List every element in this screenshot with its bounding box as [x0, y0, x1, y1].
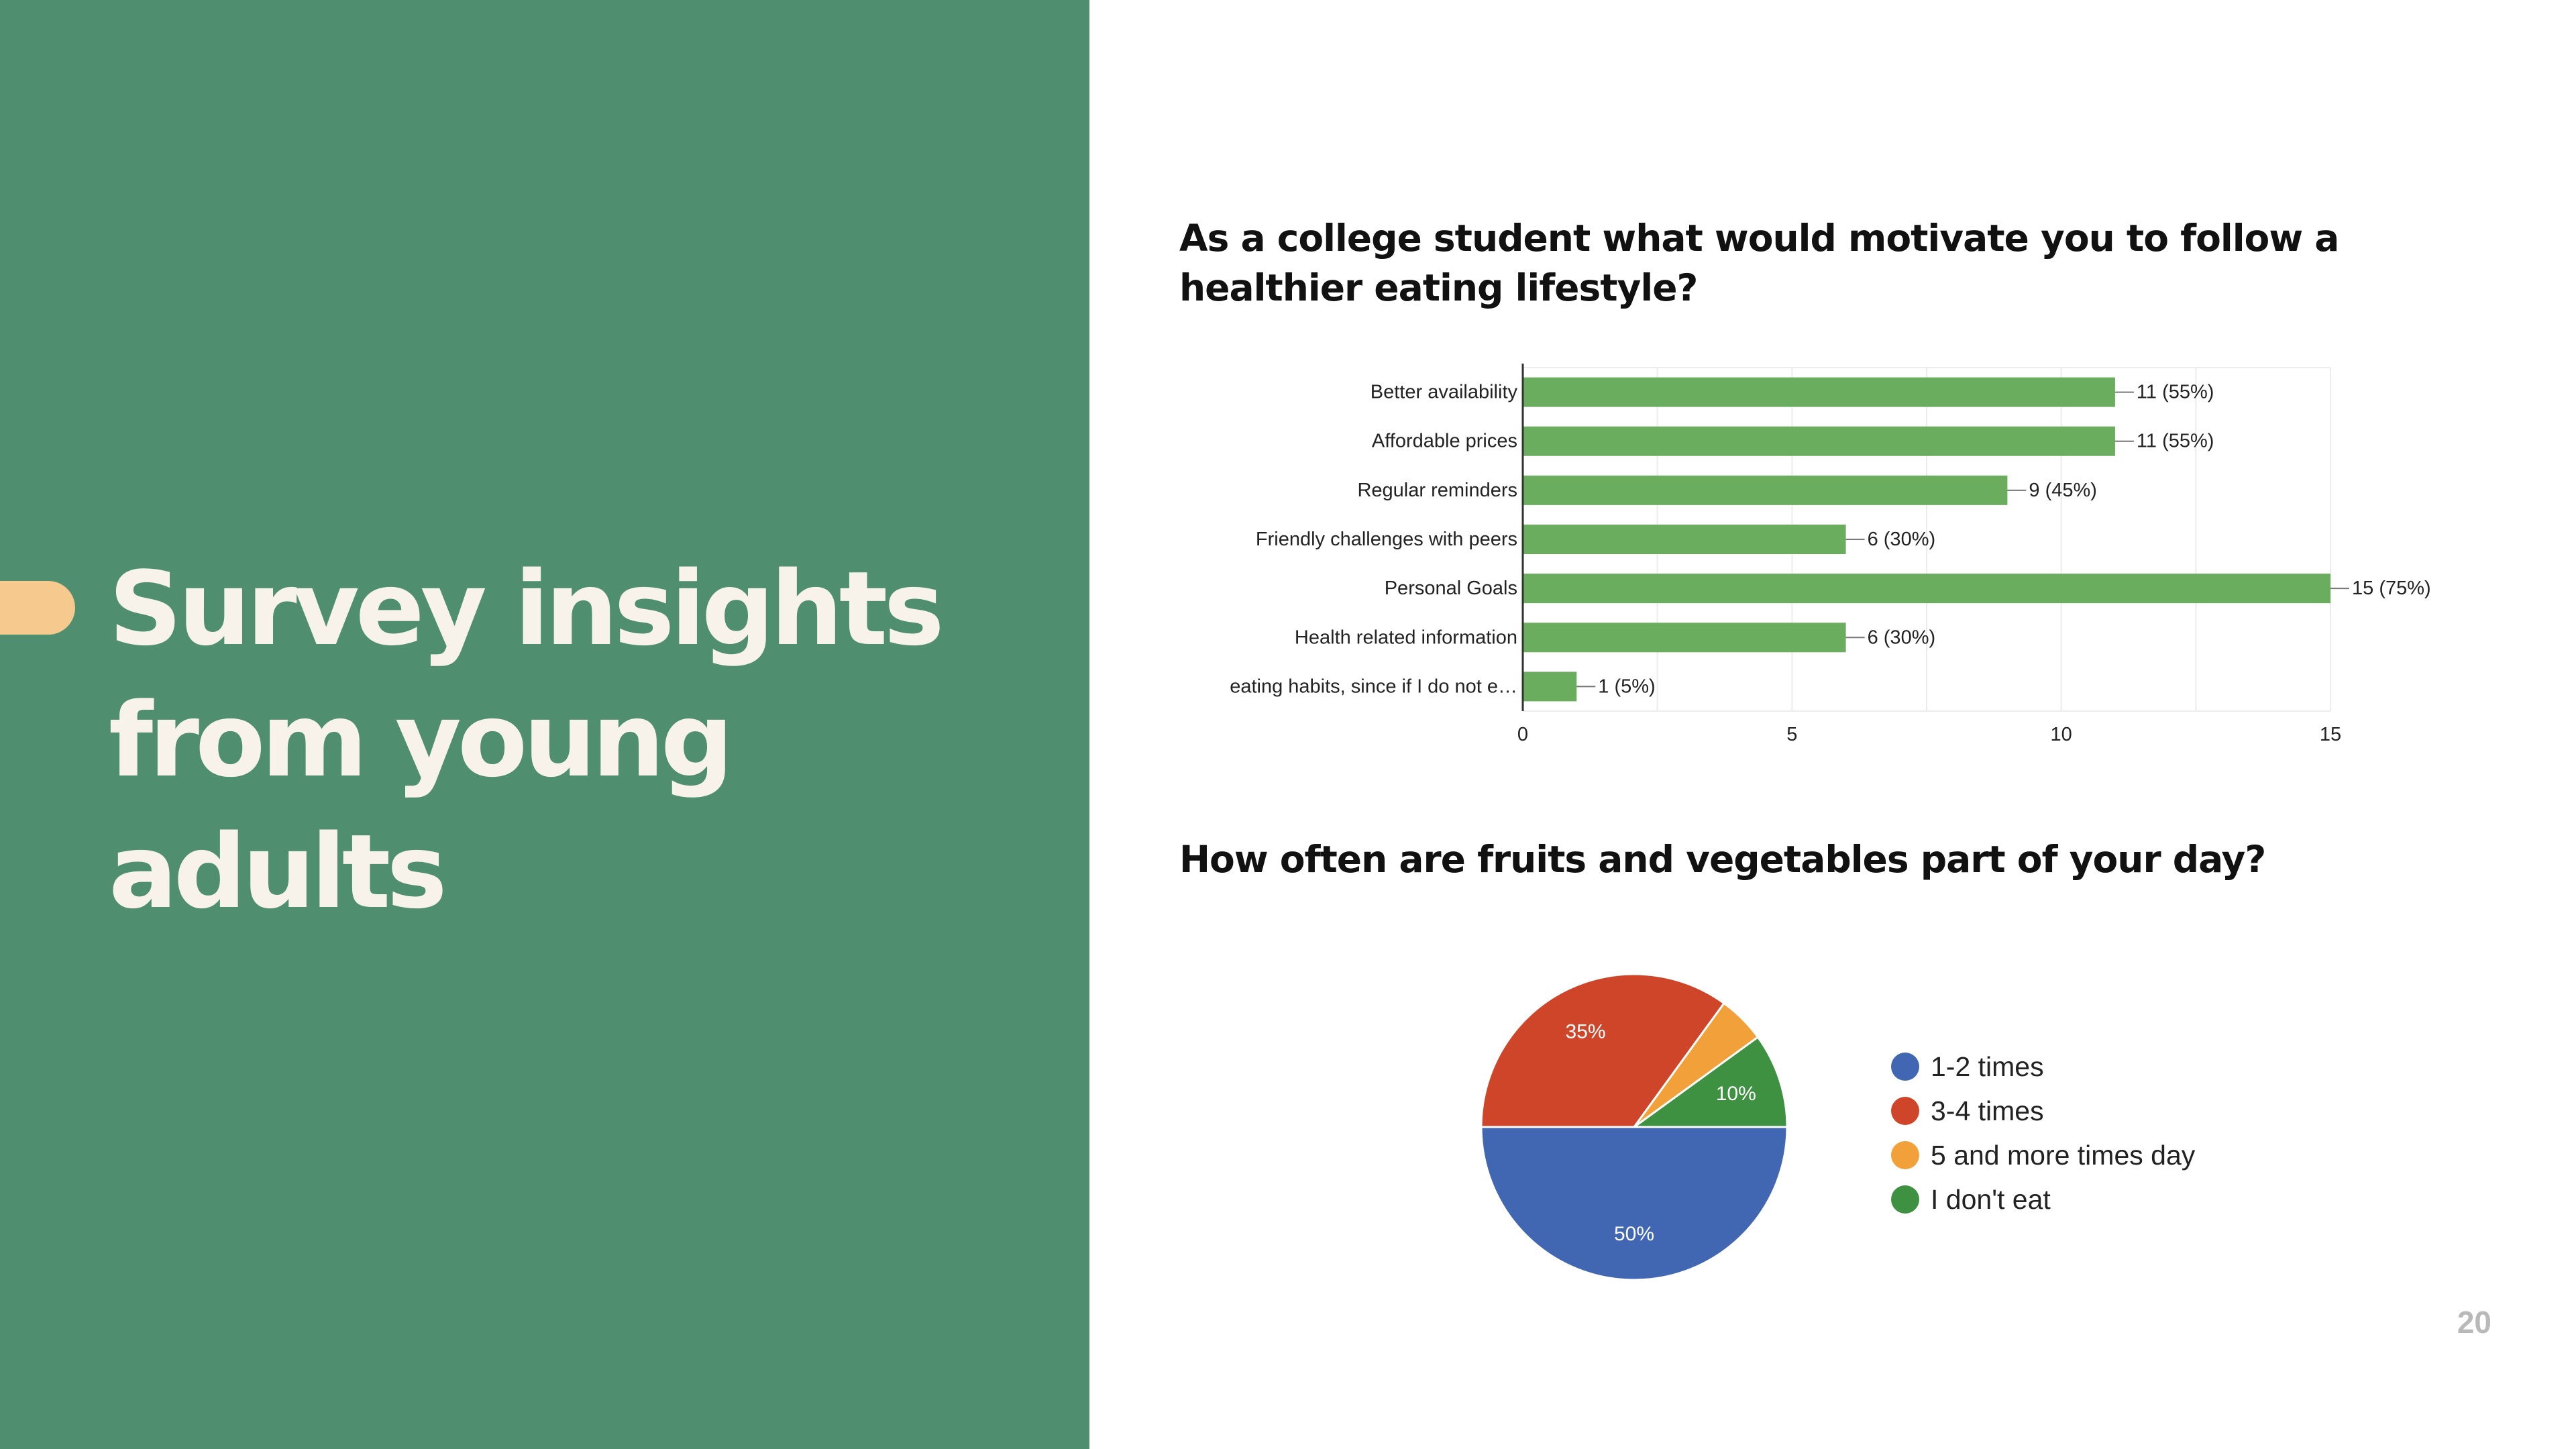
- bar: [1523, 574, 2330, 604]
- pie-legend-swatch: [1891, 1097, 1919, 1125]
- bar-category-label: Affordable prices: [1372, 431, 1517, 452]
- pie-legend-label: 5 and more times day: [1931, 1140, 2196, 1171]
- pie-slice-label: 50%: [1614, 1223, 1654, 1245]
- bar-category-label: eating habits, since if I do not e…: [1230, 676, 1517, 697]
- bar-data-label: 1 (5%): [1598, 676, 1655, 697]
- pie-chart: 50% 35% 10% 1-2 times 3-4 times 5 and more ti…: [1480, 973, 2196, 1281]
- bar-data-label: 11 (55%): [2137, 382, 2214, 403]
- bar: [1523, 623, 1846, 653]
- slide-title: Survey insights from young adults: [109, 543, 1048, 938]
- bar: [1523, 475, 2008, 505]
- pie-slice: [1480, 973, 1726, 1128]
- pie-slice-label: 10%: [1716, 1083, 1756, 1105]
- pie-legend-label: 1-2 times: [1931, 1051, 2044, 1082]
- left-panel: Survey insights from young adults: [0, 0, 1089, 1449]
- pie-legend-swatch: [1891, 1053, 1919, 1081]
- pie-slice: [1631, 1035, 1788, 1128]
- pie-chart-title: How often are fruits and vegetables part…: [1179, 838, 2266, 881]
- bar-category-label: Better availability: [1371, 382, 1518, 403]
- bar: [1523, 377, 2115, 407]
- bar-data-label: 9 (45%): [2029, 480, 2097, 501]
- bar-category-label: Health related information: [1295, 627, 1517, 648]
- bar-data-label: 11 (55%): [2137, 431, 2214, 452]
- bar-chart: Better availability 11 (55%) Affordable pr…: [1230, 364, 2431, 745]
- pie-legend-label: I don't eat: [1931, 1184, 2051, 1215]
- bar-category-label: Friendly challenges with peers: [1256, 529, 1517, 550]
- bar-data-label: 6 (30%): [1868, 627, 1936, 648]
- bar-x-tick-label: 5: [1786, 724, 1797, 745]
- bar-x-tick-label: 0: [1517, 724, 1528, 745]
- bar: [1523, 426, 2115, 456]
- page-number: 20: [2457, 1305, 2491, 1340]
- pie-slice: [1480, 1126, 1788, 1281]
- bar-data-label: 6 (30%): [1868, 529, 1936, 550]
- pie-legend-swatch: [1891, 1141, 1919, 1169]
- bar-chart-title: As a college student what would motivate…: [1179, 217, 2339, 309]
- bar: [1523, 672, 1577, 702]
- pie-legend-label: 3-4 times: [1931, 1095, 2044, 1126]
- bar: [1523, 525, 1846, 554]
- bar-x-tick-label: 15: [2320, 724, 2341, 745]
- bar-data-label: 15 (75%): [2352, 578, 2431, 599]
- pie-slice-label: 35%: [1566, 1020, 1606, 1042]
- slide-title-line-1: Survey insights: [109, 549, 945, 668]
- accent-pill: [0, 581, 75, 635]
- slide-title-line-2: from young: [109, 681, 734, 800]
- slide-title-line-3: adults: [109, 812, 447, 931]
- bar-category-label: Personal Goals: [1385, 578, 1517, 599]
- bar-x-tick-label: 10: [2051, 724, 2072, 745]
- bar-category-label: Regular reminders: [1357, 480, 1517, 501]
- pie-legend-swatch: [1891, 1185, 1919, 1214]
